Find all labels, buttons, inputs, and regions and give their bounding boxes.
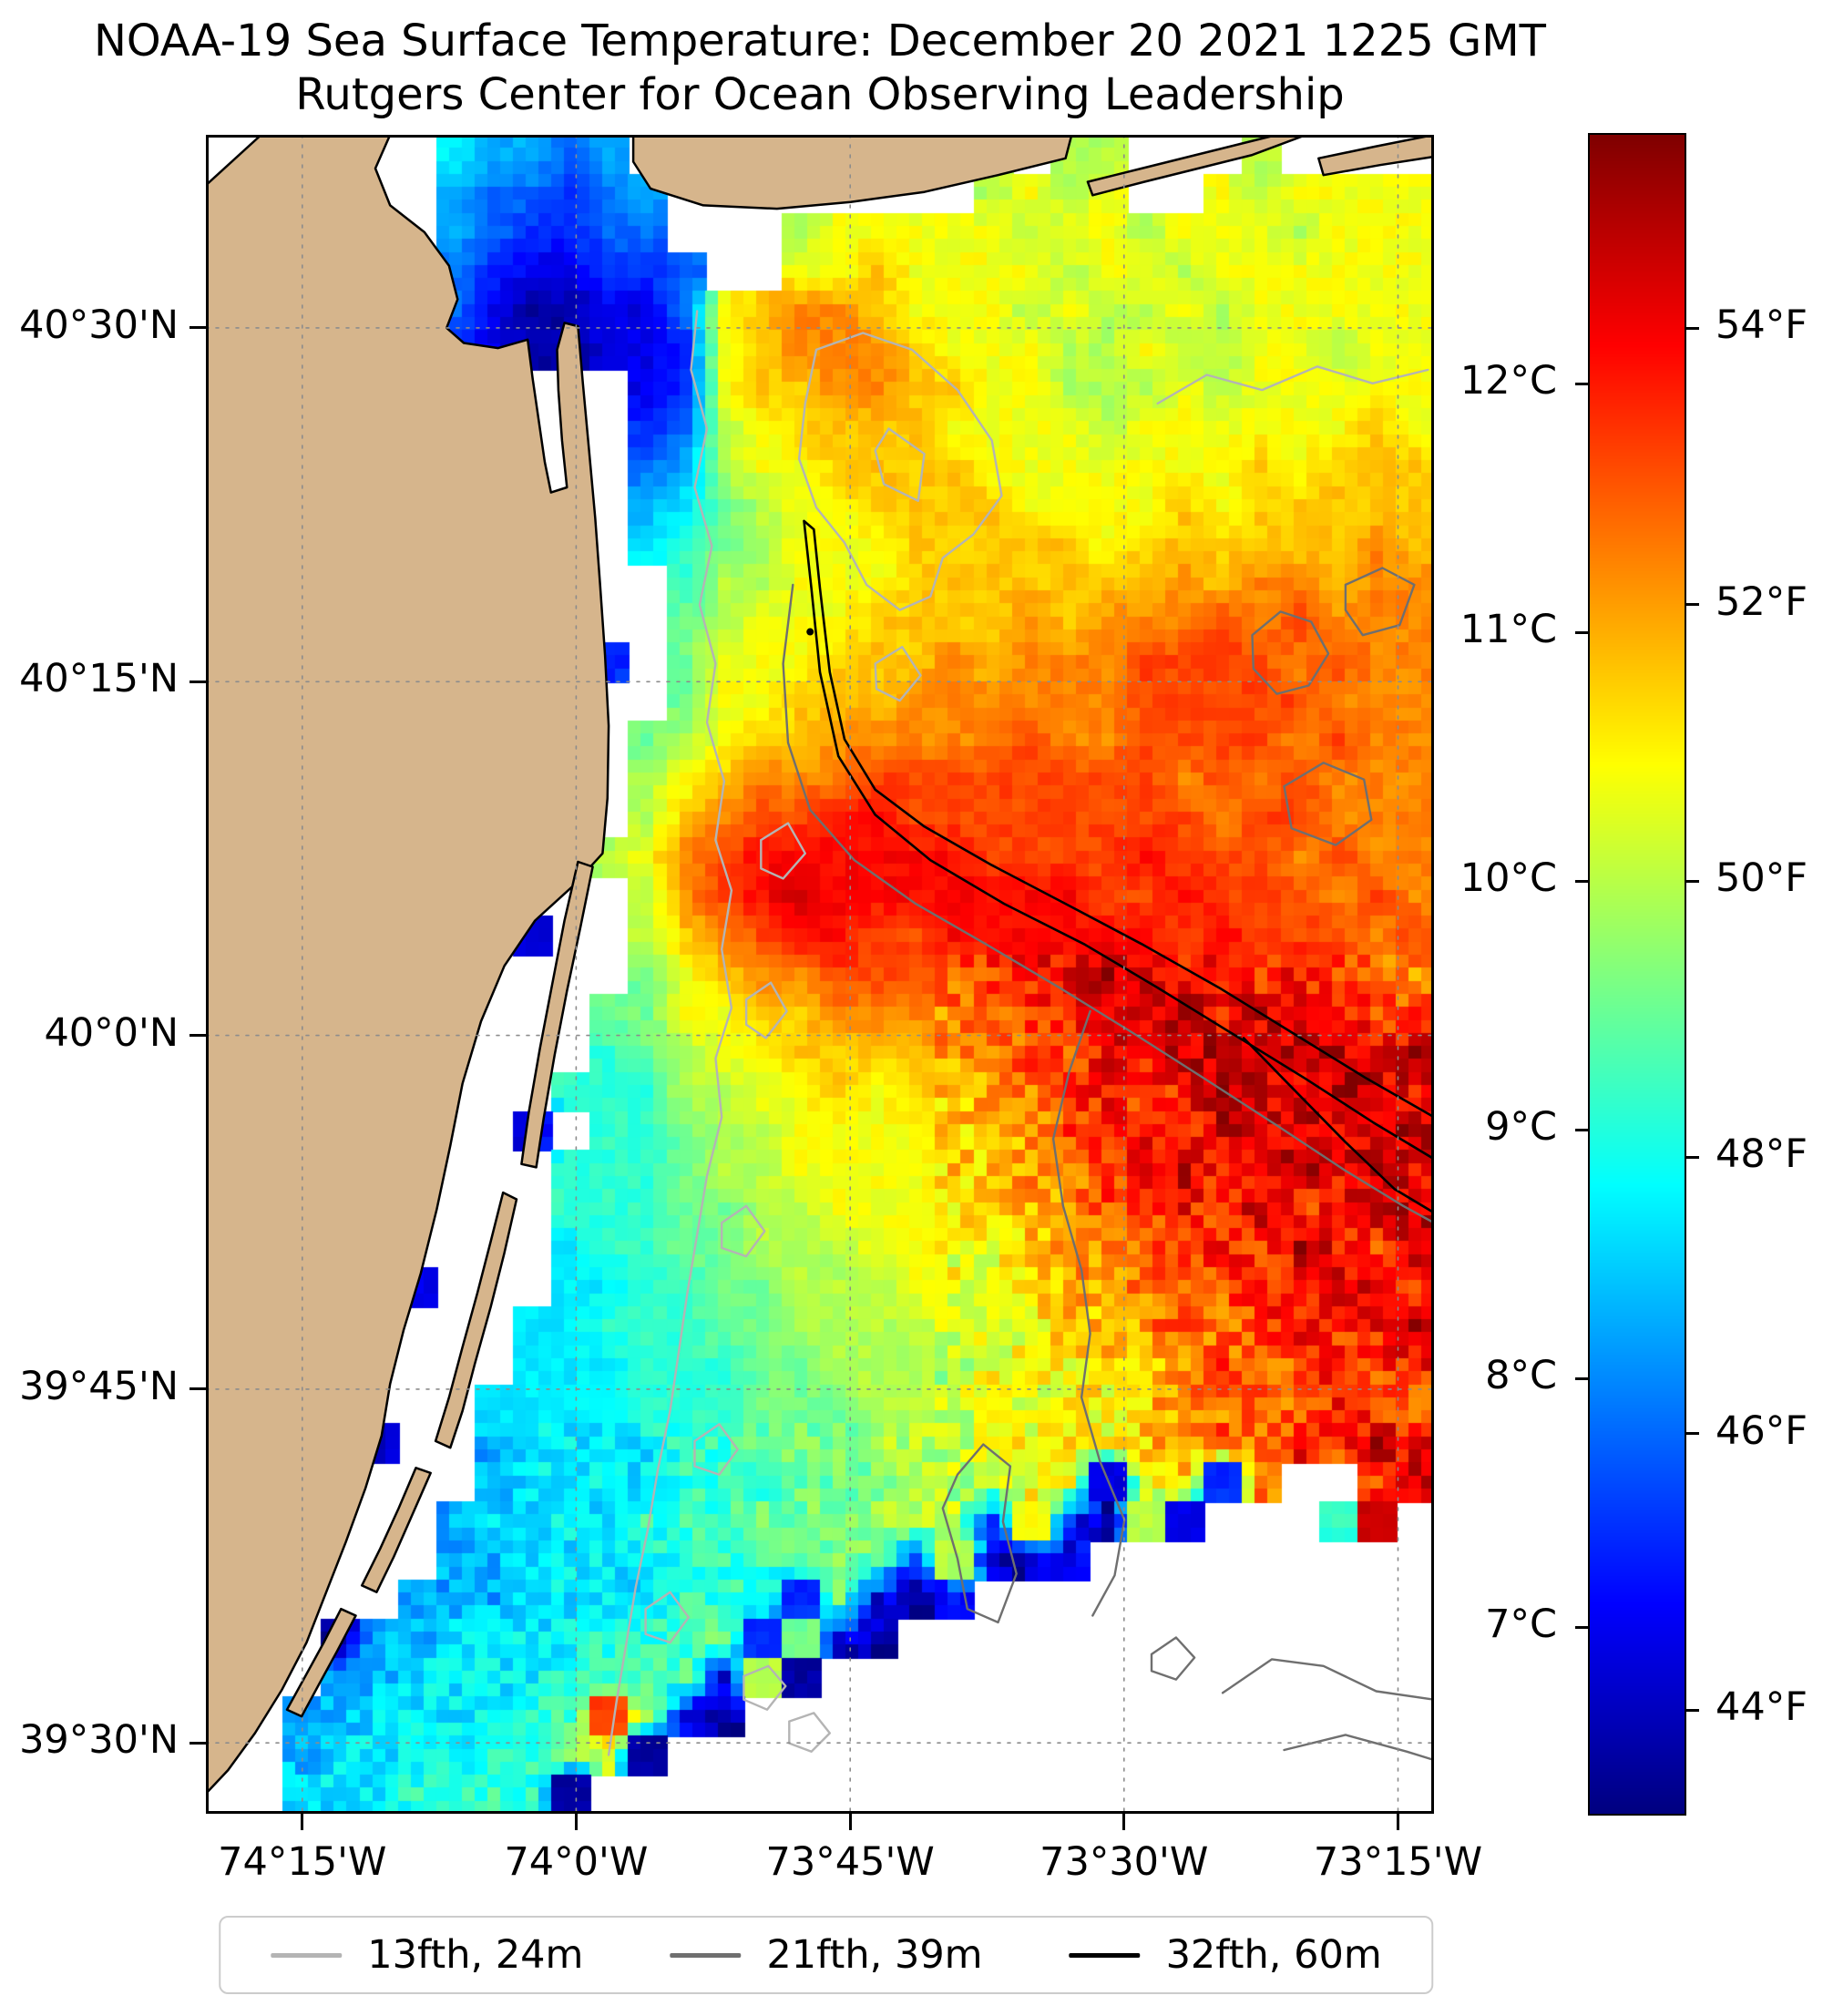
cbar-f-tick-mark-0 <box>1685 326 1699 330</box>
cbar-c-label-3: 9°C <box>1485 1104 1557 1151</box>
cbar-c-tick-mark-1 <box>1575 630 1590 634</box>
contour-21fth-7 <box>1283 1734 1434 1762</box>
land-polygon-7 <box>285 1607 357 1718</box>
land-polygon-0 <box>206 135 610 1796</box>
contour-21fth-2 <box>1344 567 1416 637</box>
contour-21fth-swatch <box>670 1952 742 1958</box>
cbar-f-label-4: 46°F <box>1715 1407 1808 1454</box>
y-tick-label-1: 40°15'N <box>19 656 179 702</box>
cbar-c-tick-mark-4 <box>1575 1376 1590 1380</box>
cbar-c-label-5: 7°C <box>1485 1602 1557 1648</box>
legend-item-13fth: 13fth, 24m <box>271 1932 583 1978</box>
contour-13fth-swatch <box>271 1952 343 1958</box>
cbar-f-label-2: 50°F <box>1715 855 1808 902</box>
x-tick-mark-1 <box>574 1814 578 1830</box>
map-overlay-coastline-contours <box>206 135 1434 1814</box>
cbar-c-label-4: 8°C <box>1485 1353 1557 1399</box>
contour-21fth-0 <box>782 583 1434 1224</box>
cbar-f-label-1: 52°F <box>1715 578 1808 625</box>
land-polygon-1 <box>631 135 1073 210</box>
y-tick-mark-1 <box>189 680 206 683</box>
land-polygon-4 <box>520 860 594 1169</box>
contour-32fth-swatch <box>1069 1952 1141 1958</box>
x-tick-mark-2 <box>848 1814 852 1830</box>
contour-21fth-8 <box>1150 1636 1196 1681</box>
x-tick-mark-0 <box>301 1814 304 1830</box>
cbar-f-tick-mark-4 <box>1685 1432 1699 1436</box>
cbar-f-label-5: 44°F <box>1715 1684 1808 1731</box>
cbar-c-label-2: 10°C <box>1459 855 1557 902</box>
y-tick-mark-2 <box>189 1034 206 1038</box>
colorbar <box>1588 133 1686 1816</box>
colorbar-frame <box>1588 133 1686 1816</box>
x-tick-label-1: 74°0'W <box>504 1839 649 1885</box>
x-tick-mark-3 <box>1122 1814 1126 1830</box>
cbar-c-tick-mark-2 <box>1575 879 1590 883</box>
land-polygon-6 <box>360 1467 432 1593</box>
figure-title-line1: NOAA-19 Sea Surface Temperature: Decembe… <box>94 15 1546 67</box>
x-tick-label-2: 73°45'W <box>765 1839 935 1885</box>
contour-21fth-1 <box>1251 610 1330 695</box>
colorbar-gradient <box>1590 135 1685 1814</box>
legend-label-32fth: 32fth, 60m <box>1165 1932 1382 1978</box>
legend-item-32fth: 32fth, 60m <box>1069 1932 1382 1978</box>
cbar-f-label-0: 54°F <box>1715 302 1808 349</box>
y-tick-label-0: 40°30'N <box>19 302 179 348</box>
contour-13fth-10 <box>743 1664 787 1711</box>
legend-label-13fth: 13fth, 24m <box>367 1932 584 1978</box>
cbar-f-tick-mark-3 <box>1685 1155 1699 1159</box>
map-plot-area <box>206 135 1434 1814</box>
cbar-c-tick-mark-0 <box>1575 382 1590 385</box>
y-tick-label-3: 39°45'N <box>19 1363 179 1409</box>
contour-13fth-0 <box>607 310 733 1756</box>
cbar-f-tick-mark-5 <box>1685 1708 1699 1712</box>
contour-32fth-1 <box>1242 1037 1434 1214</box>
bathymetry-legend: 13fth, 24m 21fth, 39m 32fth, 60m <box>219 1916 1434 1994</box>
contour-13fth-3 <box>1156 365 1429 405</box>
contour-21fth-3 <box>1283 762 1373 846</box>
y-tick-mark-3 <box>189 1387 206 1391</box>
contour-21fth-5 <box>941 1443 1018 1624</box>
cbar-c-tick-mark-5 <box>1575 1625 1590 1629</box>
contour-13fth-8 <box>693 1423 739 1476</box>
contour-13fth-9 <box>644 1591 690 1644</box>
contour-13fth-5 <box>760 822 806 880</box>
contour-13fth-2 <box>874 427 926 502</box>
plot-frame <box>206 135 1434 1814</box>
x-tick-mark-4 <box>1397 1814 1399 1830</box>
x-tick-label-3: 73°30'W <box>1040 1839 1209 1885</box>
contour-13fth-4 <box>874 645 922 702</box>
y-tick-label-2: 40°0'N <box>44 1009 179 1056</box>
contour-13fth-6 <box>744 981 788 1039</box>
figure-title-line2: Rutgers Center for Ocean Observing Leade… <box>295 68 1345 120</box>
cbar-c-label-0: 12°C <box>1459 358 1557 404</box>
contour-13fth-7 <box>721 1204 766 1258</box>
land-polygon-3 <box>1317 135 1434 177</box>
legend-item-21fth: 21fth, 39m <box>670 1932 983 1978</box>
y-tick-label-4: 39°30'N <box>19 1717 179 1764</box>
land-polygon-5 <box>434 1191 518 1449</box>
cbar-f-label-3: 48°F <box>1715 1131 1808 1178</box>
x-tick-label-0: 74°15'W <box>218 1839 387 1885</box>
contour-13fth-11 <box>788 1712 831 1753</box>
y-tick-mark-0 <box>189 326 206 330</box>
land-polygon-2 <box>1086 135 1308 197</box>
contour-21fth-6 <box>1221 1658 1434 1701</box>
x-tick-label-4: 73°15'W <box>1313 1839 1483 1885</box>
contour-32fth-dot <box>806 628 814 636</box>
contour-32fth-0 <box>803 519 1434 1161</box>
contour-13fth-1 <box>797 332 1003 611</box>
figure-title: NOAA-19 Sea Surface Temperature: Decembe… <box>0 15 1640 121</box>
cbar-f-tick-mark-2 <box>1685 879 1699 883</box>
cbar-f-tick-mark-1 <box>1685 603 1699 607</box>
contour-21fth-4 <box>1051 1009 1126 1617</box>
cbar-c-tick-mark-3 <box>1575 1128 1590 1131</box>
legend-label-21fth: 21fth, 39m <box>766 1932 983 1978</box>
y-tick-mark-4 <box>189 1741 206 1745</box>
cbar-c-label-1: 11°C <box>1459 607 1557 653</box>
